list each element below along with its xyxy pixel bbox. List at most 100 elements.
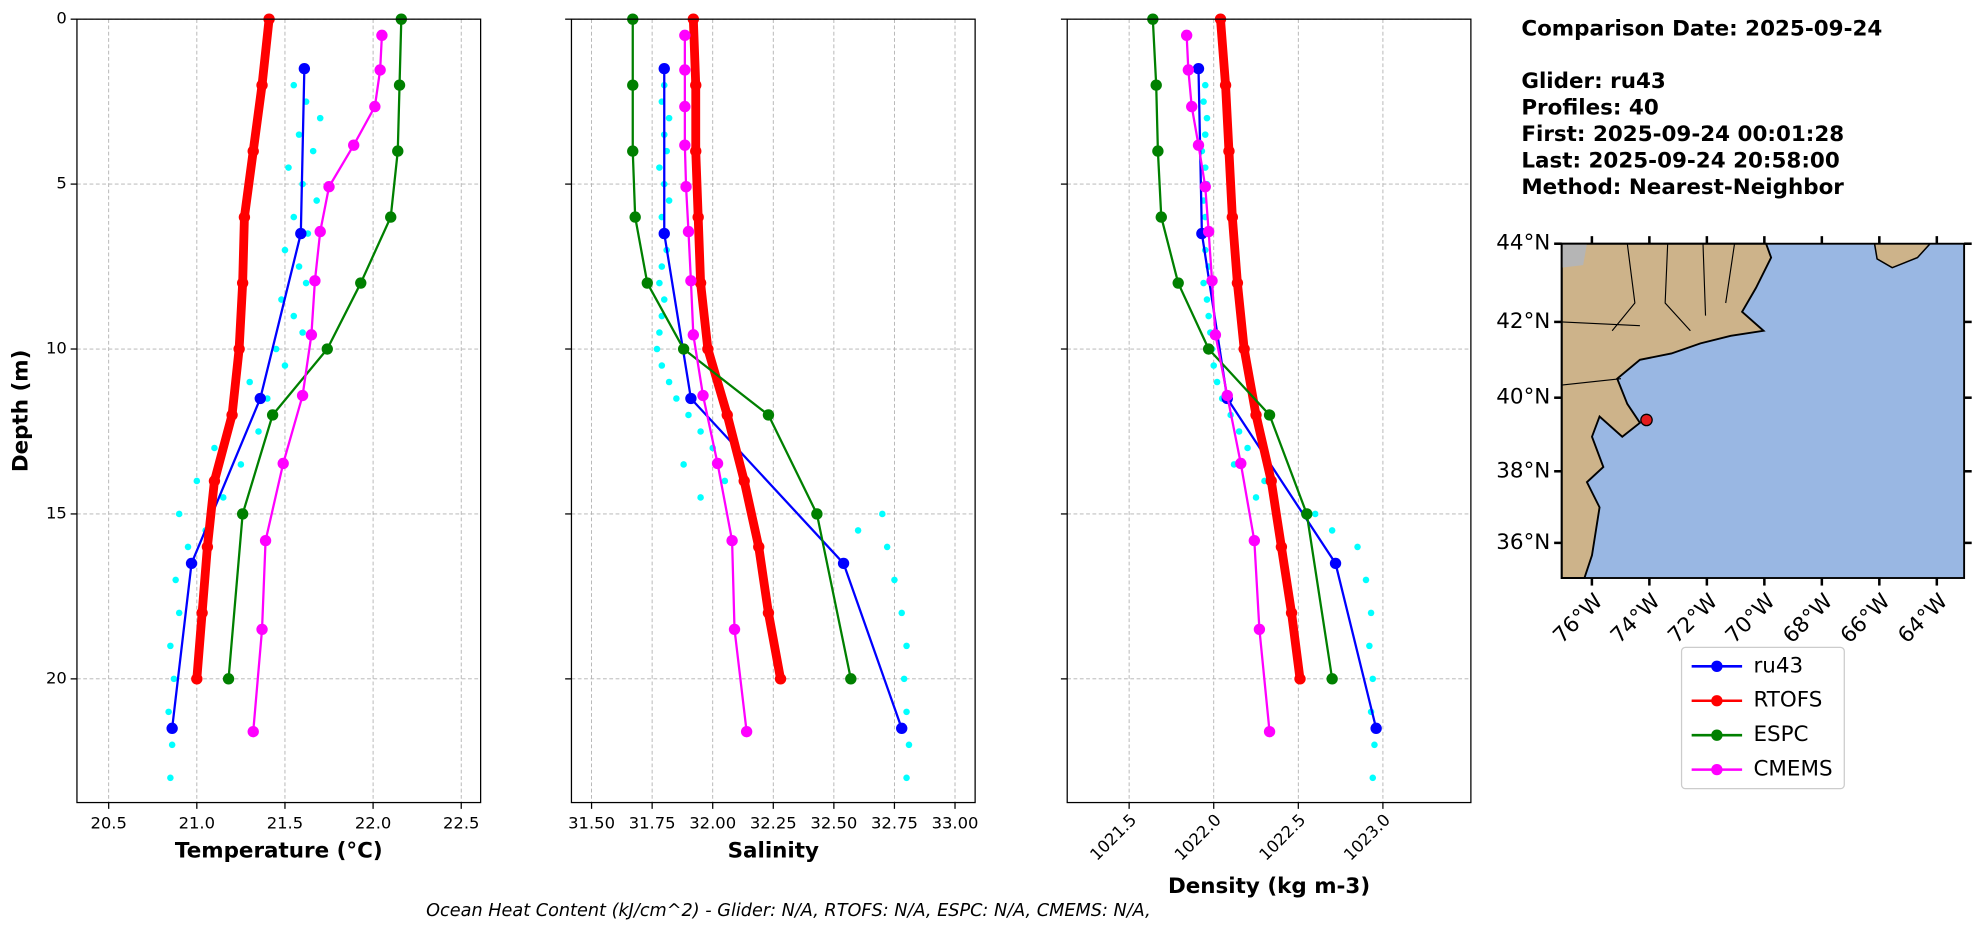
x-tick-label: 32.50 [810, 813, 857, 832]
glider-point [299, 329, 306, 336]
series-point [753, 541, 765, 553]
series-point [166, 722, 178, 735]
legend-label: ru43 [1753, 653, 1803, 678]
glider-point [313, 197, 320, 204]
series-point [296, 389, 309, 402]
plot-frame [570, 18, 976, 804]
series-point [845, 673, 857, 685]
glider-point [281, 362, 289, 369]
series-point [1275, 541, 1288, 553]
series-point [385, 211, 397, 223]
x-axis-label: Salinity [728, 839, 819, 864]
map-land [1560, 242, 1932, 579]
series-point [305, 329, 318, 341]
series-point [1180, 29, 1193, 42]
series-point [1199, 181, 1211, 193]
glider-point [172, 576, 179, 584]
series-point [1202, 225, 1215, 238]
legend-marker [1711, 763, 1723, 776]
series-point [692, 211, 704, 223]
glider-point [673, 395, 680, 402]
series-point [702, 343, 714, 355]
x-tick-label: 22.5 [443, 813, 479, 832]
glider-point [665, 114, 673, 122]
glider-point [1311, 510, 1319, 518]
glider-point [665, 378, 673, 386]
series-point [1226, 211, 1239, 223]
series-point [762, 607, 775, 619]
glider-point [1366, 642, 1373, 650]
glider-point [903, 642, 910, 650]
glider-point [903, 774, 910, 782]
map-x-tick-label: 66°W [1836, 589, 1896, 649]
glider-point [295, 263, 303, 270]
series-point [677, 343, 690, 355]
series-point [295, 227, 307, 240]
glider-point [1354, 543, 1361, 551]
series-point [1370, 722, 1382, 735]
plot-frame [76, 18, 482, 804]
series-point [298, 62, 311, 75]
series-point [896, 722, 908, 735]
map-frame [1560, 242, 1966, 579]
series-point [247, 145, 259, 157]
series-point [1202, 343, 1215, 355]
x-tick-label: 32.75 [871, 813, 918, 832]
glider-point [175, 609, 183, 617]
y-tick-label: 0 [56, 9, 66, 28]
map-x-tick-label: 64°W [1893, 589, 1953, 649]
series-point [208, 475, 221, 487]
map-y-tick-label: 38°N [1496, 458, 1550, 483]
glider-point [854, 527, 862, 534]
series-point [1155, 211, 1167, 223]
map-x-tick-label: 68°W [1778, 589, 1838, 649]
glider-point [697, 494, 704, 501]
y-tick-label: 5 [56, 174, 66, 193]
series-point [314, 225, 326, 238]
glider-point [656, 329, 663, 336]
series-point [1263, 409, 1276, 421]
glider-point [1203, 296, 1211, 303]
series-point [680, 181, 692, 193]
glider-point [168, 741, 176, 749]
glider-point [184, 543, 192, 551]
series-point [690, 145, 702, 157]
legend-marker [1711, 695, 1723, 707]
series-point [1223, 145, 1235, 157]
map-y-tick-label: 42°N [1496, 309, 1550, 334]
series-point [726, 534, 738, 547]
glider-point [1201, 81, 1209, 89]
series-point [721, 409, 733, 421]
series-point [679, 64, 691, 76]
series-point [837, 557, 850, 570]
series-point [1150, 79, 1162, 91]
glider-point [665, 197, 673, 204]
x-tick-label: 1021.5 [1086, 810, 1140, 864]
glider-point [290, 312, 298, 320]
series-point [679, 139, 691, 151]
series-point [1294, 673, 1306, 685]
glider-point [721, 477, 729, 485]
glider-point [167, 774, 174, 782]
series-point [376, 29, 388, 42]
info-line: Profiles: 40 [1521, 96, 1658, 121]
series-point [1152, 145, 1164, 157]
glider-point [285, 164, 292, 171]
series-point [1253, 623, 1266, 636]
series-point [196, 607, 208, 619]
glider-point [237, 461, 245, 468]
series-point [348, 139, 360, 151]
series-point [658, 62, 670, 75]
x-tick-label: 1022.5 [1255, 810, 1309, 864]
map-y-tick-label: 36°N [1496, 530, 1550, 555]
glider-point [1369, 675, 1377, 683]
series-point [1182, 64, 1195, 76]
series-point [1235, 457, 1247, 470]
glider-point [1205, 312, 1212, 320]
glider-point [1200, 98, 1207, 105]
glider-point [272, 345, 280, 353]
series-point [323, 181, 335, 193]
glider-point [290, 81, 298, 89]
series-point [1265, 475, 1277, 487]
